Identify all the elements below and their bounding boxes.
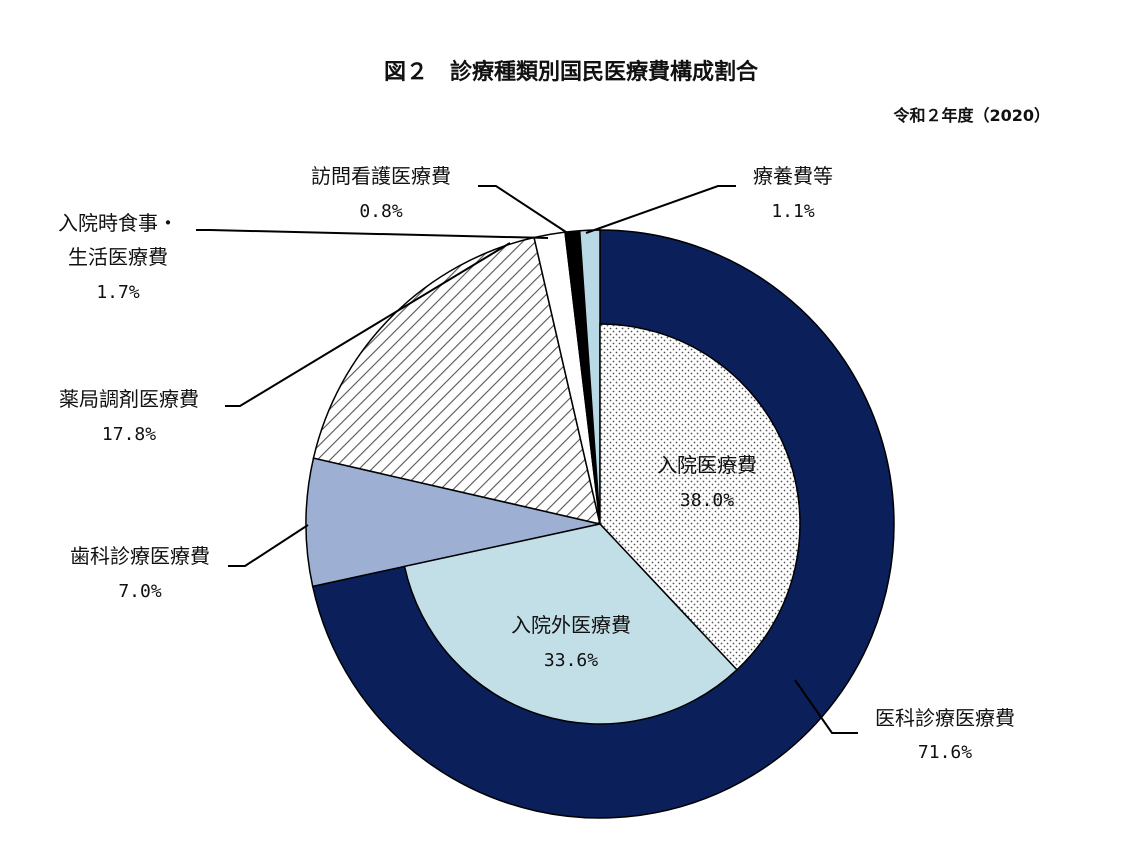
leader-line-ryouyou [585, 185, 736, 234]
chart-subtitle: 令和２年度（2020） [892, 106, 1050, 125]
value-ryouyou: 1.1% [771, 201, 815, 222]
label-ika: 医科診療医療費 [875, 706, 1015, 730]
inner-slice-gairai [403, 523, 738, 725]
label-yakkyoku: 薬局調剤医療費 [59, 387, 199, 411]
value-yakkyoku: 17.8% [102, 424, 156, 445]
leader-line-ika [794, 679, 858, 734]
label-gairai: 入院外医療費 [511, 613, 631, 637]
outer-slice-ryouyou [578, 229, 601, 525]
outer-slice-yakkyoku [312, 236, 601, 525]
leader-lines [196, 185, 858, 734]
inner-pie [403, 323, 801, 725]
value-nyuin: 38.0% [680, 490, 734, 511]
chart-title: 図２ 診療種類別国民医療費構成割合 [384, 59, 759, 85]
label-shokuji-line1: 入院時食事・ [58, 211, 178, 235]
leader-line-houmon [478, 185, 570, 235]
label-ryouyou: 療養費等 [753, 164, 833, 188]
leader-line-shokuji [196, 229, 549, 239]
value-ika: 71.6% [918, 742, 972, 763]
outer-slice-shika [305, 457, 601, 588]
leader-line-yakkyoku [225, 242, 511, 407]
value-houmon: 0.8% [359, 201, 403, 222]
label-houmon: 訪問看護医療費 [311, 164, 451, 188]
leader-line-shika [228, 524, 309, 567]
value-gairai: 33.6% [544, 650, 598, 671]
value-shokuji: 1.7% [96, 282, 140, 303]
label-shika: 歯科診療医療費 [70, 544, 210, 568]
label-shokuji-line2: 生活医療費 [68, 245, 168, 269]
inner-slice-nyuin [599, 323, 801, 671]
label-nyuin: 入院医療費 [657, 453, 757, 477]
value-shika: 7.0% [118, 581, 162, 602]
